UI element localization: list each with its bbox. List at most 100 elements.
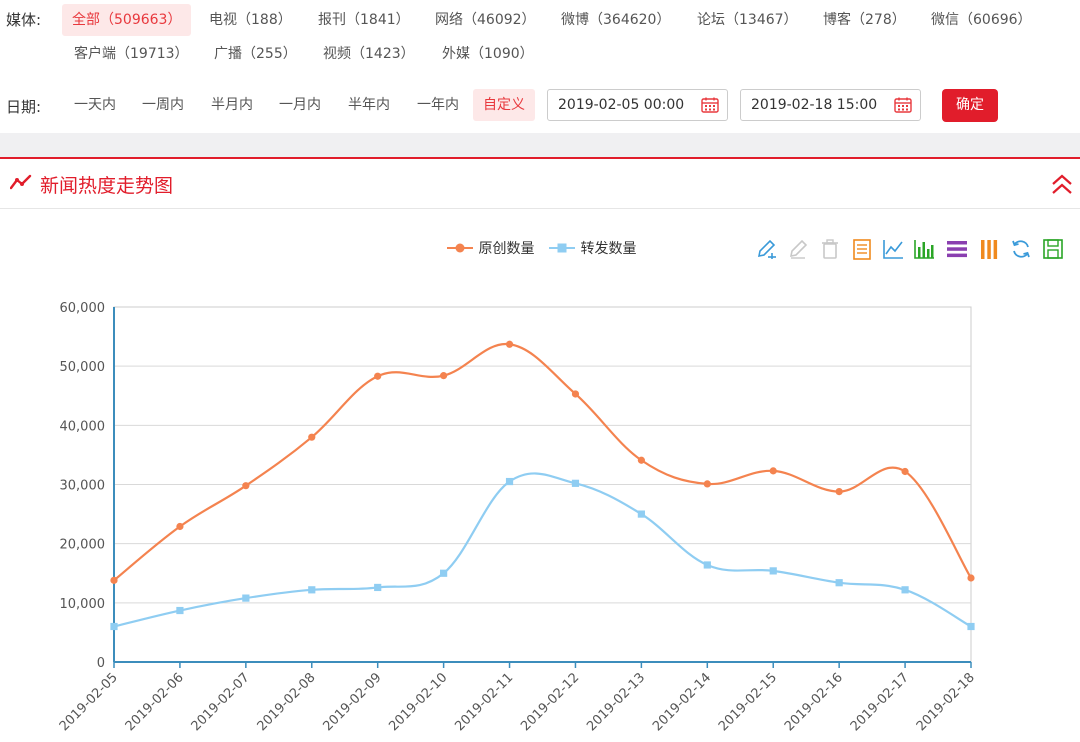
media-filter-option[interactable]: 网络（46092） bbox=[435, 12, 536, 28]
x-tick-label: 2019-02-17 bbox=[848, 670, 912, 734]
date-filter-option[interactable]: 半年内 bbox=[348, 97, 390, 113]
media-filter-option[interactable]: 外媒（1090） bbox=[442, 46, 534, 62]
data-point-repost bbox=[703, 561, 711, 569]
data-point-repost bbox=[374, 583, 382, 592]
legend-marker-repost bbox=[549, 243, 575, 253]
x-tick-label: 2019-02-18 bbox=[914, 670, 978, 734]
end-date-field[interactable]: 2019-02-18 15:00 bbox=[740, 89, 921, 121]
y-tick-label: 40,000 bbox=[60, 419, 106, 434]
pencil-icon[interactable] bbox=[787, 238, 809, 260]
data-point-repost bbox=[242, 594, 250, 602]
calendar-icon[interactable] bbox=[894, 97, 912, 113]
start-date-field[interactable]: 2019-02-05 00:00 bbox=[547, 89, 728, 121]
legend-item-repost[interactable]: 转发数量 bbox=[548, 238, 636, 258]
start-date-value: 2019-02-05 00:00 bbox=[558, 97, 685, 113]
refresh-icon[interactable] bbox=[1010, 238, 1032, 260]
end-date-value: 2019-02-18 15:00 bbox=[751, 97, 878, 113]
x-tick-label: 2019-02-12 bbox=[518, 670, 582, 734]
date-filter-option[interactable]: 一周内 bbox=[142, 97, 184, 113]
section-separator bbox=[0, 133, 1080, 157]
x-tick-label: 2019-02-06 bbox=[123, 670, 187, 734]
data-point-repost bbox=[571, 479, 580, 487]
media-filter-option[interactable]: 视频（1423） bbox=[323, 46, 415, 62]
data-point-original bbox=[176, 522, 184, 531]
y-tick-label: 50,000 bbox=[60, 360, 106, 375]
panel-title: 新闻热度走势图 bbox=[40, 175, 174, 197]
data-point-original bbox=[374, 372, 382, 380]
data-point-original bbox=[835, 488, 843, 496]
x-tick-label: 2019-02-09 bbox=[320, 670, 384, 734]
trash-icon[interactable] bbox=[819, 238, 841, 260]
data-point-original bbox=[967, 574, 975, 582]
media-filter-option[interactable]: 论坛（13467） bbox=[697, 12, 798, 28]
stack-icon[interactable] bbox=[946, 238, 968, 260]
data-point-repost bbox=[901, 586, 909, 594]
data-point-original bbox=[703, 480, 711, 488]
media-filter-option[interactable]: 报刊（1841） bbox=[318, 12, 410, 28]
panel-header-divider bbox=[0, 208, 1080, 209]
tiled-icon[interactable] bbox=[978, 238, 1000, 260]
data-point-original bbox=[308, 433, 316, 441]
data-point-original bbox=[769, 467, 777, 475]
media-filter-option[interactable]: 微博（364620） bbox=[561, 12, 671, 28]
media-filter-option[interactable]: 博客（278） bbox=[823, 12, 906, 28]
media-filter-option[interactable]: 客户端（19713） bbox=[74, 46, 189, 62]
date-filter-option[interactable]: 半月内 bbox=[211, 97, 253, 113]
trend-line-icon bbox=[10, 174, 32, 190]
legend-item-original[interactable]: 原创数量 bbox=[446, 238, 534, 258]
date-filter-option[interactable]: 一年内 bbox=[417, 97, 459, 113]
line-chart-icon[interactable] bbox=[882, 238, 904, 260]
x-tick-label: 2019-02-08 bbox=[255, 670, 319, 734]
data-point-repost bbox=[505, 477, 514, 486]
date-filter-option[interactable]: 一天内 bbox=[74, 97, 116, 113]
series-line-1 bbox=[113, 472, 972, 628]
data-point-original bbox=[440, 372, 448, 380]
data-point-repost bbox=[308, 586, 316, 594]
data-point-original bbox=[505, 340, 514, 348]
date-filter-label: 日期: bbox=[6, 98, 42, 116]
data-point-original bbox=[110, 576, 118, 584]
y-tick-label: 20,000 bbox=[60, 538, 106, 553]
plot-frame bbox=[113, 306, 972, 663]
panel-top-border bbox=[0, 157, 1080, 159]
double-chevron-up-icon[interactable] bbox=[1050, 172, 1074, 196]
bar-chart-icon[interactable] bbox=[913, 238, 935, 260]
series-line-0 bbox=[113, 343, 972, 582]
x-tick-label: 2019-02-14 bbox=[650, 670, 714, 734]
data-point-original bbox=[901, 467, 909, 476]
y-tick-label: 10,000 bbox=[60, 597, 106, 612]
legend-marker-original bbox=[447, 243, 473, 253]
x-tick-label: 2019-02-16 bbox=[782, 670, 846, 734]
media-filter-option[interactable]: 广播（255） bbox=[214, 46, 297, 62]
date-filter-option[interactable]: 自定义 bbox=[473, 89, 535, 121]
data-point-original bbox=[637, 456, 645, 464]
data-point-repost bbox=[176, 606, 184, 615]
y-tick-label: 30,000 bbox=[60, 479, 106, 494]
data-point-original bbox=[571, 390, 580, 398]
y-tick-label: 60,000 bbox=[60, 301, 106, 316]
data-point-repost bbox=[110, 622, 118, 631]
save-icon[interactable] bbox=[1042, 238, 1064, 260]
data-point-repost bbox=[637, 510, 645, 518]
x-tick-label: 2019-02-11 bbox=[452, 670, 516, 734]
media-filter-label: 媒体: bbox=[6, 11, 42, 29]
y-tick-label: 0 bbox=[97, 656, 105, 671]
media-filter-option[interactable]: 全部（509663） bbox=[62, 4, 192, 36]
legend-label-repost: 转发数量 bbox=[580, 241, 637, 257]
x-tick-label: 2019-02-10 bbox=[386, 670, 450, 734]
data-view-icon[interactable] bbox=[851, 238, 873, 260]
media-filter-option[interactable]: 微信（60696） bbox=[931, 12, 1032, 28]
data-point-repost bbox=[967, 622, 975, 631]
data-point-original bbox=[242, 482, 250, 490]
data-point-repost bbox=[769, 567, 777, 575]
confirm-button[interactable]: 确定 bbox=[942, 89, 998, 122]
date-filter-option[interactable]: 一月内 bbox=[279, 97, 321, 113]
pencil-add-icon[interactable] bbox=[755, 238, 777, 260]
media-filter-option[interactable]: 电视（188） bbox=[209, 12, 292, 28]
data-point-repost bbox=[835, 579, 843, 587]
x-tick-label: 2019-02-07 bbox=[189, 670, 253, 734]
x-tick-label: 2019-02-13 bbox=[584, 670, 648, 734]
calendar-icon[interactable] bbox=[701, 97, 719, 113]
x-tick-label: 2019-02-15 bbox=[716, 670, 780, 734]
legend-label-original: 原创数量 bbox=[478, 241, 535, 257]
